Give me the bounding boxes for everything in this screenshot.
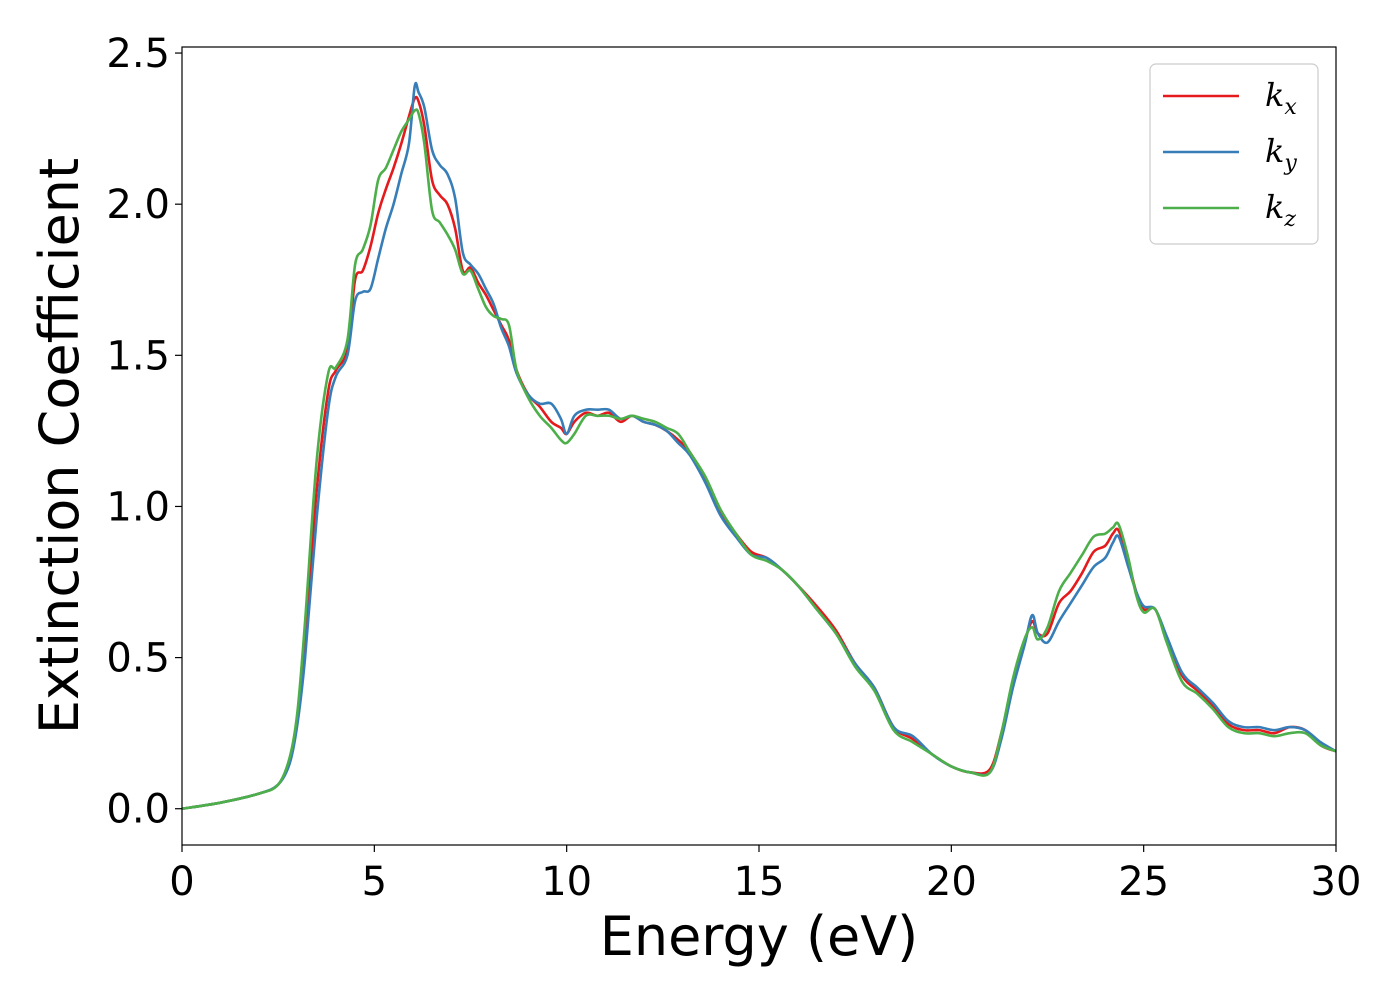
y-tick-label: 1.5 — [106, 333, 170, 379]
legend-label-x: kx — [1265, 76, 1297, 120]
legend: kx ky kz — [1149, 63, 1319, 245]
legend-box — [1149, 63, 1319, 245]
plot-background — [182, 47, 1336, 845]
x-tick-label: 0 — [169, 859, 194, 905]
x-tick-label: 10 — [541, 859, 592, 905]
x-tick-label: 25 — [1118, 859, 1169, 905]
y-tick-label: 2.0 — [106, 182, 170, 228]
series-line-z — [181, 108, 1337, 811]
y-tick-label: 2.5 — [106, 31, 170, 77]
y-tick-label: 1.0 — [106, 484, 170, 530]
y-axis-label: Extinction Coefficient — [28, 158, 91, 734]
y-tick-label: 0.5 — [106, 636, 170, 682]
y-tick-label: 0.0 — [106, 787, 170, 833]
y-axis: 0.0 0.5 1.0 1.5 2.0 2.5 — [106, 31, 182, 833]
x-axis-label: Energy (eV) — [600, 905, 919, 968]
x-tick-label: 15 — [734, 859, 785, 905]
x-axis: 0 5 10 15 20 25 30 — [169, 845, 1361, 905]
series-layer — [181, 81, 1337, 811]
legend-label-y: ky — [1265, 132, 1297, 176]
series-line-y — [181, 81, 1337, 811]
x-tick-label: 5 — [362, 859, 387, 905]
x-tick-label: 30 — [1311, 859, 1362, 905]
legend-label-z: kz — [1265, 188, 1296, 232]
x-tick-label: 20 — [926, 859, 977, 905]
